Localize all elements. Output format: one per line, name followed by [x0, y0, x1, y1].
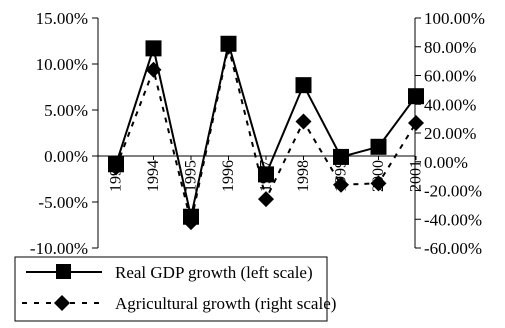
legend-label-agri: Agricultural growth (right scale): [115, 294, 336, 313]
right-tick-label: 80.00%: [424, 38, 476, 57]
right-tick-label: 60.00%: [424, 67, 476, 86]
left-tick-label: -5.00%: [38, 193, 88, 212]
data-point-diamond: [296, 114, 312, 130]
left-tick-label: -10.00%: [30, 239, 88, 258]
legend: Real GDP growth (left scale) Agricultura…: [15, 257, 336, 321]
series-agri: [108, 39, 424, 230]
category-label: 1994: [145, 160, 162, 192]
left-tick-label: 10.00%: [36, 55, 88, 74]
right-tick-label: 100.00%: [424, 9, 485, 28]
right-tick-label: 20.00%: [424, 124, 476, 143]
legend-label-gdp: Real GDP growth (left scale): [115, 263, 313, 282]
right-tick-label: 0.00%: [424, 153, 468, 172]
data-point-diamond: [408, 115, 424, 131]
category-label: 1998: [295, 160, 312, 192]
left-tick-label: 0.00%: [44, 147, 88, 166]
legend-swatch-gdp-marker: [56, 264, 71, 279]
data-point-square: [371, 139, 387, 155]
right-tick-label: -60.00%: [424, 239, 482, 258]
right-tick-label: 40.00%: [424, 95, 476, 114]
data-point-diamond: [258, 191, 274, 207]
data-point-square: [408, 88, 424, 104]
left-tick-label: 5.00%: [44, 101, 88, 120]
data-point-square: [296, 77, 312, 93]
right-tick-label: -20.00%: [424, 182, 482, 201]
left-axis-ticks: -10.00% -5.00% 0.00% 5.00% 10.00% 15.00%: [30, 9, 98, 258]
right-tick-label: -40.00%: [424, 210, 482, 229]
data-point-square: [333, 149, 349, 165]
series: [108, 36, 424, 230]
category-label: 2001: [408, 160, 425, 192]
right-axis-ticks: -60.00% -40.00% -20.00% 0.00% 20.00% 40.00% 60…: [415, 9, 485, 258]
data-point-square: [146, 40, 162, 56]
category-label: 1996: [220, 160, 237, 192]
left-tick-label: 15.00%: [36, 9, 88, 28]
